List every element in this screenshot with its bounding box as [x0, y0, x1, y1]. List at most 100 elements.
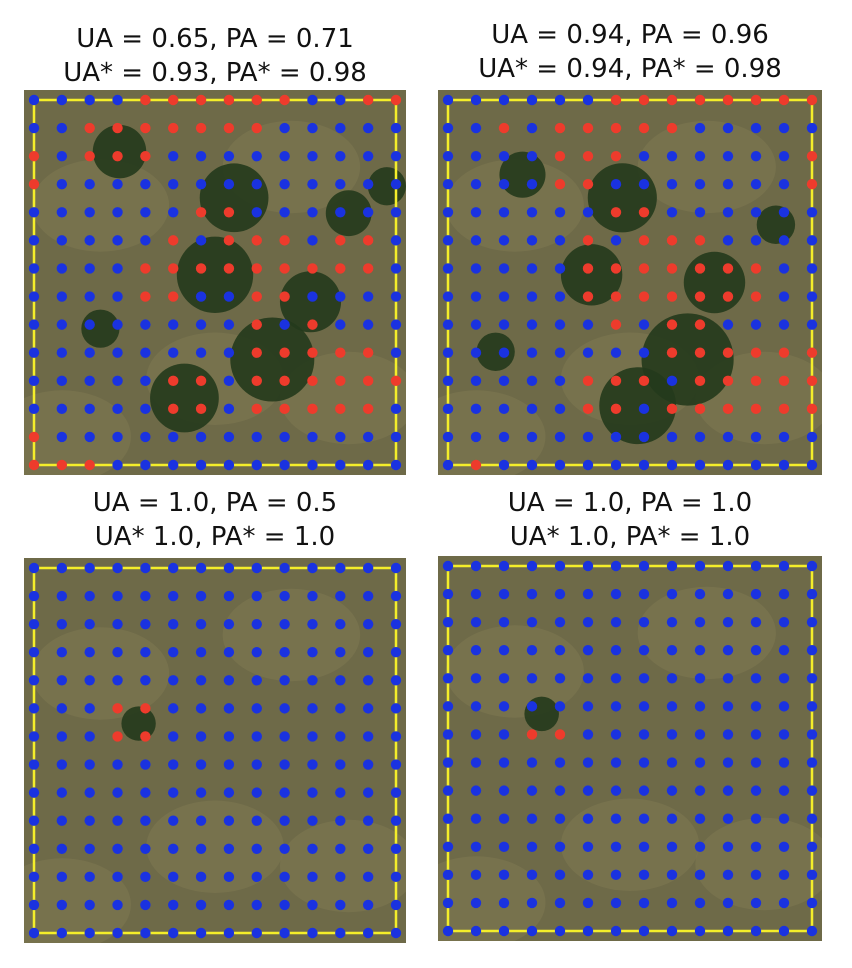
- sample-point-open: [28, 235, 40, 246]
- sample-point-open: [582, 673, 594, 684]
- sample-point-open: [335, 815, 346, 826]
- sample-point-open: [279, 590, 290, 602]
- sample-point-open: [442, 375, 454, 386]
- sample-point-open: [750, 729, 762, 740]
- sample-point-open: [778, 897, 790, 909]
- sample-point-open: [56, 291, 68, 302]
- sample-point-open: [526, 560, 538, 572]
- sample-point-canopy: [279, 94, 290, 106]
- sample-point-open: [335, 94, 346, 106]
- sample-point-open: [498, 207, 510, 218]
- sample-point-open: [582, 319, 594, 330]
- sample-point-open: [56, 375, 68, 386]
- sample-point-open: [223, 759, 235, 770]
- sample-point-open: [84, 319, 95, 330]
- sample-point-open: [112, 843, 123, 854]
- sample-point-open: [806, 207, 818, 218]
- sample-point-open: [694, 785, 706, 796]
- sample-point-open: [195, 815, 207, 826]
- sample-point-open: [335, 843, 346, 854]
- sample-point-open: [28, 703, 40, 714]
- sample-point-open: [470, 785, 482, 796]
- sample-point-canopy: [335, 375, 346, 386]
- sample-point-open: [470, 729, 482, 740]
- sample-point-open: [168, 347, 179, 358]
- sample-point-open: [140, 459, 151, 471]
- sample-point-canopy: [84, 122, 95, 134]
- sample-point-open: [251, 787, 262, 798]
- sample-point-open: [28, 927, 40, 939]
- sample-point-open: [526, 375, 538, 386]
- sample-point-open: [722, 588, 734, 600]
- sample-point-open: [56, 731, 68, 742]
- sample-point-open: [806, 729, 818, 740]
- sample-point-open: [554, 925, 566, 937]
- sample-point-open: [750, 813, 762, 824]
- sample-point-open: [750, 319, 762, 330]
- sample-point-open: [28, 319, 40, 330]
- sample-point-open: [470, 235, 482, 246]
- sample-point-open: [666, 616, 678, 628]
- sample-point-open: [140, 843, 151, 854]
- caption-line-1: UA = 0.94, PA = 0.96: [491, 20, 769, 50]
- sample-point-open: [28, 263, 40, 274]
- sample-point-open: [610, 729, 622, 740]
- sample-point-open: [84, 179, 95, 190]
- sample-point-open: [223, 871, 235, 883]
- sample-point-open: [722, 179, 734, 190]
- sample-point-open: [470, 375, 482, 386]
- sample-point-open: [526, 150, 538, 162]
- sample-point-open: [390, 899, 402, 911]
- sample-point-canopy: [168, 403, 179, 415]
- sample-point-open: [750, 235, 762, 246]
- sample-point-open: [610, 235, 622, 246]
- sample-point-open: [526, 616, 538, 628]
- sample-point-open: [442, 869, 454, 881]
- sample-point-open: [694, 459, 706, 471]
- sample-point-open: [610, 841, 622, 852]
- sample-point-open: [140, 815, 151, 826]
- sample-point-open: [223, 590, 235, 602]
- sample-point-open: [442, 813, 454, 824]
- sample-point-open: [390, 347, 402, 358]
- sample-point-canopy: [168, 122, 179, 134]
- sample-point-open: [168, 871, 179, 883]
- sample-point-open: [279, 787, 290, 798]
- sample-point-open: [112, 263, 123, 274]
- sample-point-open: [526, 263, 538, 274]
- sample-point-canopy: [750, 291, 762, 302]
- sample-point-canopy: [638, 263, 650, 274]
- sample-point-canopy: [638, 291, 650, 302]
- sample-point-canopy: [582, 263, 594, 274]
- ground-texture: [560, 798, 700, 891]
- sample-point-open: [694, 925, 706, 937]
- sample-point-open: [168, 647, 179, 658]
- sample-point-open: [442, 925, 454, 937]
- sample-point-open: [307, 122, 318, 134]
- sample-point-canopy: [666, 319, 678, 330]
- sample-point-open: [554, 645, 566, 656]
- sample-point-open: [390, 927, 402, 939]
- sample-point-open: [56, 871, 68, 883]
- sample-point-open: [251, 459, 262, 471]
- sample-point-open: [307, 731, 318, 742]
- sample-point-open: [806, 459, 818, 471]
- sample-point-canopy: [140, 291, 151, 302]
- sample-point-canopy: [694, 319, 706, 330]
- sample-point-canopy: [750, 403, 762, 415]
- caption-bottom-left: UA = 1.0, PA = 0.5 UA* 1.0, PA* = 1.0: [24, 486, 406, 554]
- tree-canopy: [476, 332, 515, 371]
- sample-point-open: [56, 899, 68, 911]
- sample-point-open: [526, 319, 538, 330]
- sample-point-open: [694, 729, 706, 740]
- sample-point-open: [140, 787, 151, 798]
- sample-point-open: [526, 897, 538, 909]
- ground-texture: [438, 856, 546, 941]
- sample-point-open: [335, 703, 346, 714]
- sample-point-open: [442, 347, 454, 358]
- sample-point-open: [362, 562, 374, 574]
- sample-point-open: [56, 647, 68, 658]
- sample-point-open: [666, 179, 678, 190]
- sample-point-open: [168, 759, 179, 770]
- sample-point-open: [442, 673, 454, 684]
